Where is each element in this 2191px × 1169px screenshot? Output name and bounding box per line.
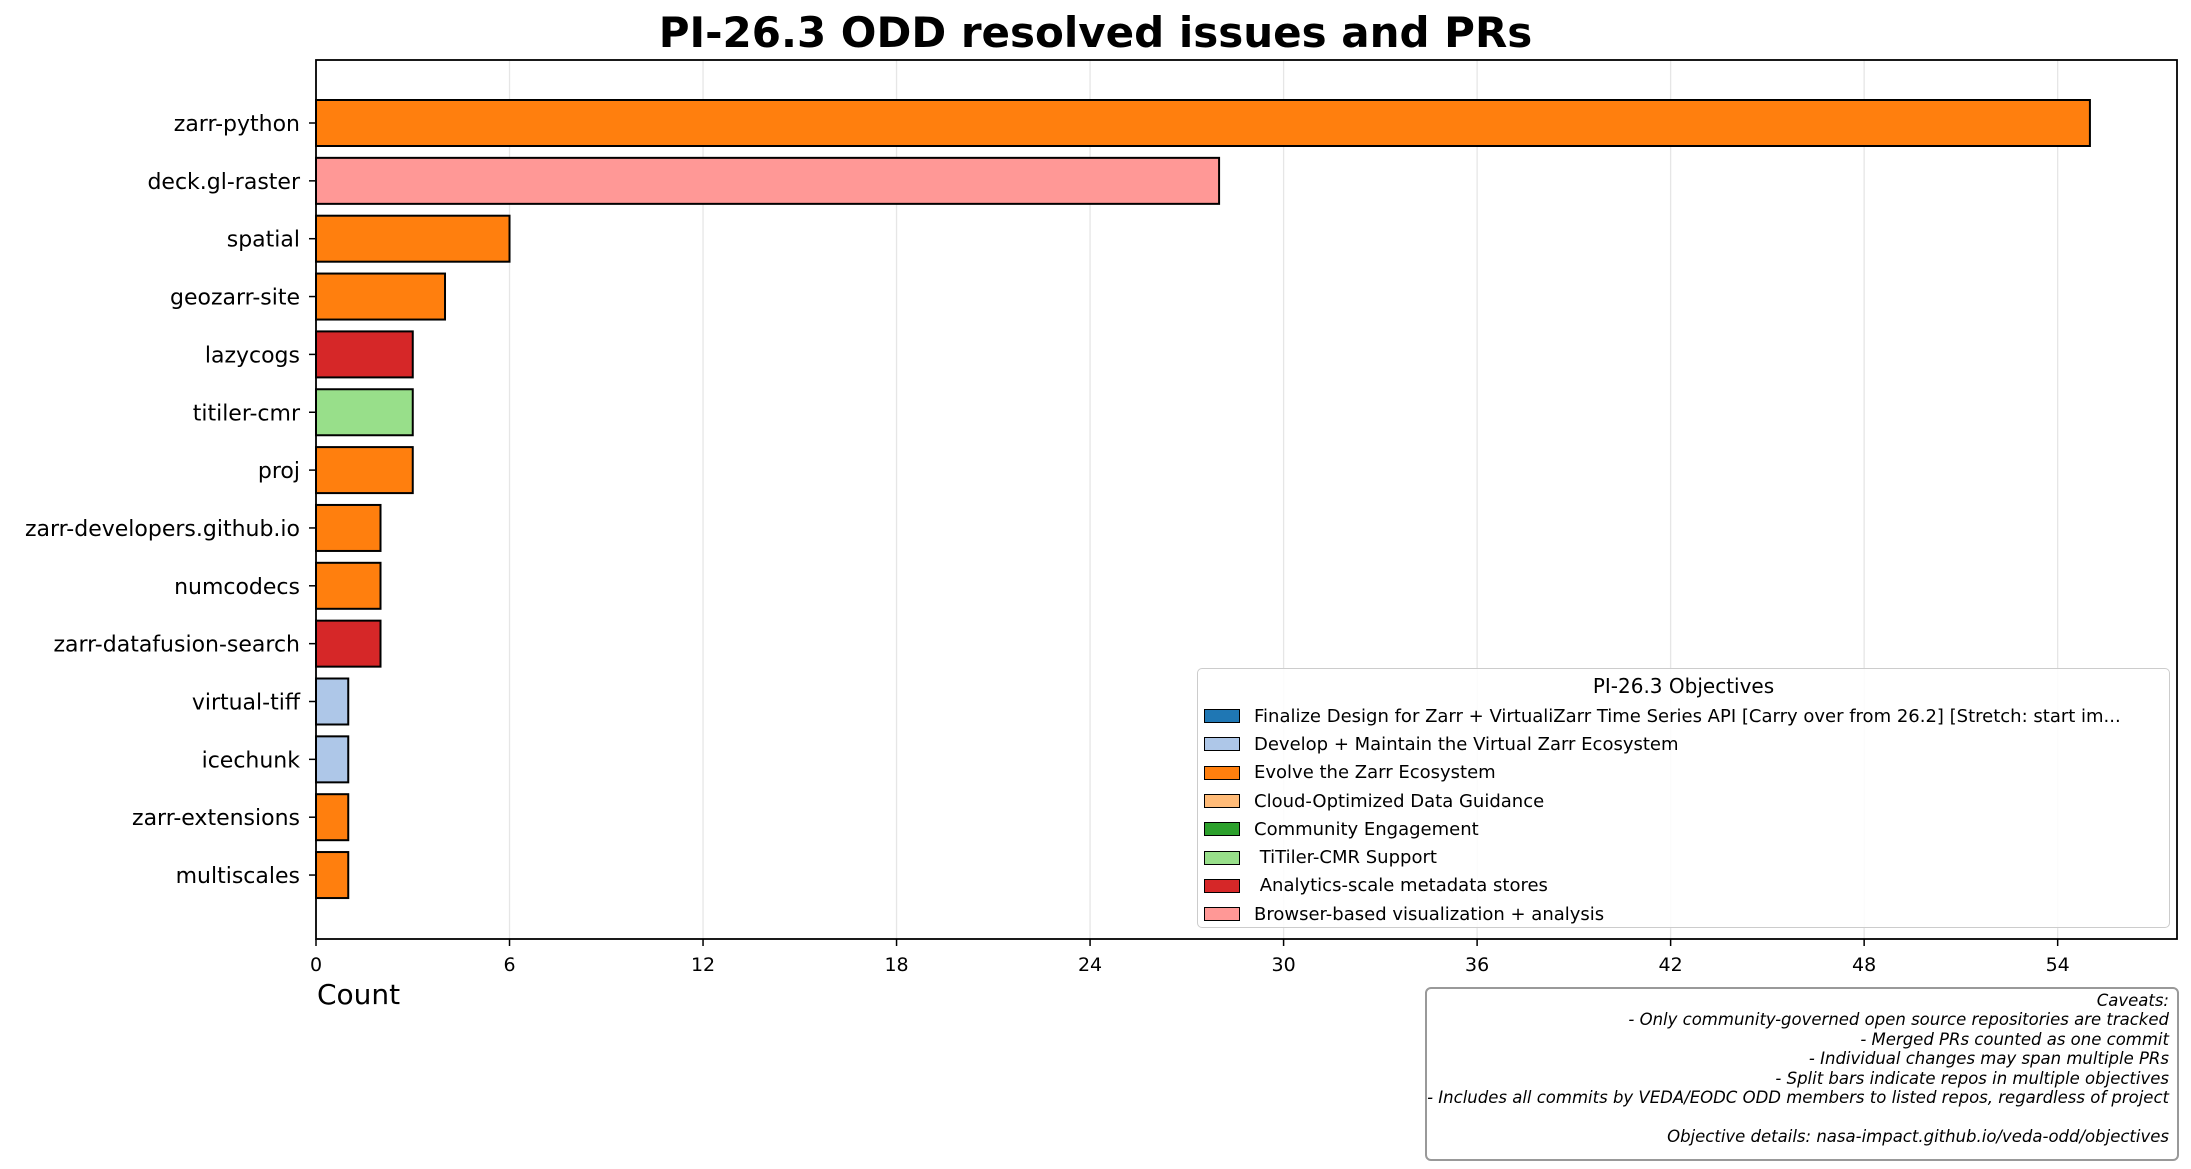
x-axis-label: Count (317, 978, 401, 1011)
legend-item: Evolve the Zarr Ecosystem (1198, 759, 2169, 787)
legend-item: Finalize Design for Zarr + VirtualiZarr … (1198, 702, 2169, 730)
legend-swatch (1204, 709, 1240, 724)
legend-label: Browser-based visualization + analysis (1254, 903, 1605, 925)
bar-geozarr-site (315, 272, 447, 321)
caveat-line: - Merged PRs counted as one commit (1860, 1029, 2169, 1049)
x-tick-label: 42 (1659, 954, 1683, 976)
x-tick-label: 54 (2046, 954, 2070, 976)
legend-item: Community Engagement (1198, 815, 2169, 843)
legend-label: Cloud-Optimized Data Guidance (1254, 790, 1545, 812)
x-tick-label: 30 (1271, 954, 1295, 976)
legend-swatch (1204, 907, 1240, 922)
y-tick-label: zarr-datafusion-search (53, 633, 300, 658)
y-tick-label: titiler-cmr (193, 401, 301, 426)
bar-virtual-tiff (315, 677, 350, 726)
bar-titiler-cmr (315, 388, 414, 437)
y-tick-label: numcodecs (174, 575, 300, 600)
y-tick-label: deck.gl-raster (147, 170, 300, 195)
legend-label: Finalize Design for Zarr + VirtualiZarr … (1254, 705, 2121, 727)
x-tick-label: 12 (691, 954, 715, 976)
chart-title: PI-26.3 ODD resolved issues and PRs (658, 8, 1533, 57)
caveat-line: - Only community-governed open source re… (1628, 1010, 2169, 1030)
x-tick-label: 0 (310, 954, 322, 976)
x-tick-label: 48 (1852, 954, 1876, 976)
y-tick-label: icechunk (202, 748, 301, 773)
caveats-box: Caveats: - Only community-governed open s… (1425, 987, 2179, 1161)
caveat-line: - Split bars indicate repos in multiple … (1775, 1068, 2169, 1088)
legend-swatch (1204, 794, 1240, 809)
caveat-line: - Includes all commits by VEDA/EODC ODD … (1427, 1088, 2169, 1108)
y-tick-label: spatial (227, 228, 300, 253)
bar-multiscales (315, 851, 350, 900)
legend-swatch (1204, 878, 1240, 893)
y-tick-label: virtual-tiff (192, 691, 301, 716)
legend-title: PI-26.3 Objectives (1592, 674, 1775, 698)
y-tick-label: geozarr-site (170, 286, 300, 311)
bar-zarr-extensions (315, 793, 350, 842)
bar-lazycogs (315, 330, 414, 379)
x-tick-label: 18 (884, 954, 908, 976)
legend-item: Cloud-Optimized Data Guidance (1198, 787, 2169, 815)
legend-swatch (1204, 850, 1240, 865)
bar-zarr-python (315, 99, 2091, 147)
y-tick-label: proj (258, 459, 300, 484)
bar-spatial (315, 214, 511, 263)
x-tick-label: 24 (1078, 954, 1102, 976)
legend-swatch (1204, 765, 1240, 780)
legend-label: Develop + Maintain the Virtual Zarr Ecos… (1254, 733, 1679, 755)
caveat-line: Caveats: (2096, 991, 2169, 1010)
legend-item: Analytics-scale metadata stores (1198, 872, 2169, 900)
legend-swatch (1204, 737, 1240, 752)
caveat-line: - Individual changes may span multiple P… (1808, 1049, 2169, 1069)
y-tick-label: multiscales (176, 864, 300, 889)
bar-zarr-developers.github.io (315, 503, 382, 552)
x-tick-label: 36 (1465, 954, 1489, 976)
legend-label: Community Engagement (1254, 818, 1479, 840)
y-tick-label: zarr-extensions (132, 806, 300, 831)
legend-label: TiTiler-CMR Support (1254, 847, 1437, 869)
legend-label: Analytics-scale metadata stores (1254, 875, 1548, 897)
legend-swatch (1204, 822, 1240, 837)
legend-item: TiTiler-CMR Support (1198, 843, 2169, 871)
caveat-line: Objective details: nasa-impact.github.io… (1667, 1126, 2169, 1146)
legend-item: Develop + Maintain the Virtual Zarr Ecos… (1198, 730, 2169, 758)
legend-label: Evolve the Zarr Ecosystem (1254, 762, 1496, 784)
caveat-line (1427, 1107, 2169, 1126)
plot-frame (315, 59, 2178, 940)
bar-numcodecs (315, 561, 382, 610)
bar-zarr-datafusion-search (315, 619, 382, 668)
chart-legend: PI-26.3 Objectives Finalize Design for Z… (1197, 668, 2170, 928)
legend-item: Browser-based visualization + analysis (1198, 900, 2169, 928)
bar-icechunk (315, 735, 350, 784)
y-tick-label: zarr-python (174, 112, 300, 137)
y-tick-label: lazycogs (205, 343, 300, 368)
bar-deck.gl-raster (315, 156, 1221, 205)
y-tick-label: zarr-developers.github.io (25, 517, 300, 542)
x-tick-label: 6 (503, 954, 515, 976)
bar-proj (315, 446, 414, 495)
